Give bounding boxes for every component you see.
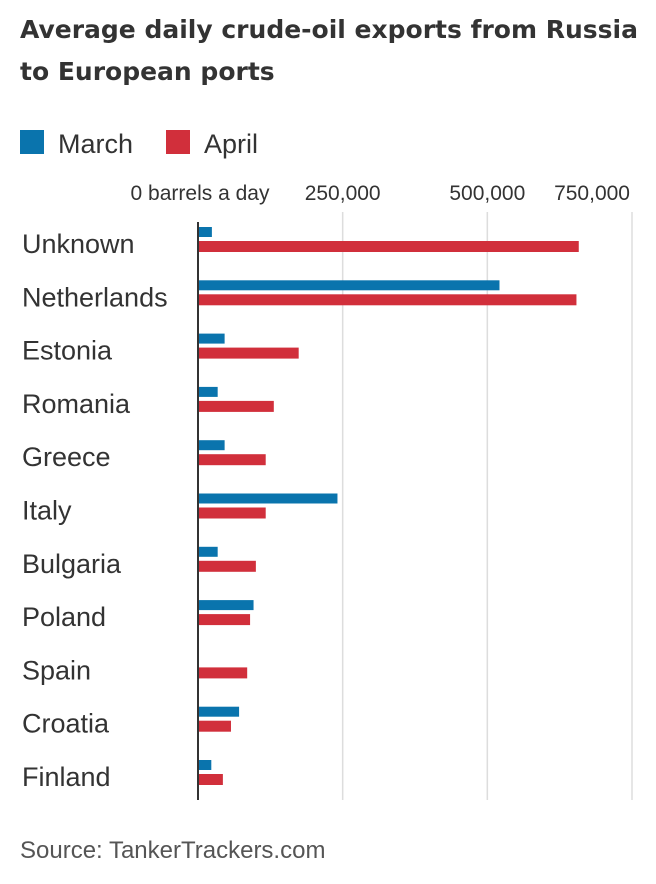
category-label: Greece [22,442,111,472]
legend-swatch-march [20,130,44,154]
bar-april-estonia [198,347,299,359]
category-label: Romania [22,389,131,419]
bar-april-italy [198,507,266,519]
category-label: Croatia [22,709,110,739]
category-label: Spain [22,655,91,685]
legend-label-april: April [204,129,258,159]
category-label: Estonia [22,336,113,366]
chart-title-line-1: Average daily crude-oil exports from Rus… [20,15,638,44]
category-labels: Unknown Netherlands Estonia Romania Greece It… [22,229,168,792]
category-label: Netherlands [22,282,168,312]
legend-swatch-april [166,130,190,154]
bar-april-bulgaria [198,560,256,572]
category-label: Unknown [22,229,135,259]
bar-april-croatia [198,720,231,732]
source-note: Source: TankerTrackers.com [20,837,325,864]
legend-label-march: March [58,129,133,159]
bar-april-romania [198,400,274,412]
bar-march-netherlands [198,280,500,291]
x-axis-ticks: 0 barrels a day 250,000 500,000 750,000 [131,182,630,205]
x-tick-label: 750,000 [554,182,630,205]
bar-april-unknown [198,241,579,252]
bar-march-croatia [198,706,240,717]
gridlines [341,212,633,800]
bar-march-unknown [198,227,212,237]
category-label: Poland [22,602,106,632]
bar-march-bulgaria [198,546,218,557]
bar-april-finland [198,774,223,785]
bars [198,227,579,785]
legend: March April [20,129,258,159]
bar-march-poland [198,600,254,611]
bar-march-estonia [198,333,225,344]
bar-march-italy [198,493,338,504]
bar-april-poland [198,614,251,626]
x-tick-label: 500,000 [449,182,525,205]
category-label: Italy [22,496,72,526]
bar-april-netherlands [198,294,577,306]
bar-april-greece [198,454,266,466]
category-label: Bulgaria [22,549,122,579]
bar-march-romania [198,386,218,397]
bar-march-greece [198,440,225,451]
bar-march-finland [198,760,212,770]
category-label: Finland [22,762,111,792]
bar-april-spain [198,667,248,679]
x-tick-label: 250,000 [305,182,381,205]
x-tick-label: 0 barrels a day [131,182,270,205]
chart-title-line-2: to European ports [20,57,275,86]
